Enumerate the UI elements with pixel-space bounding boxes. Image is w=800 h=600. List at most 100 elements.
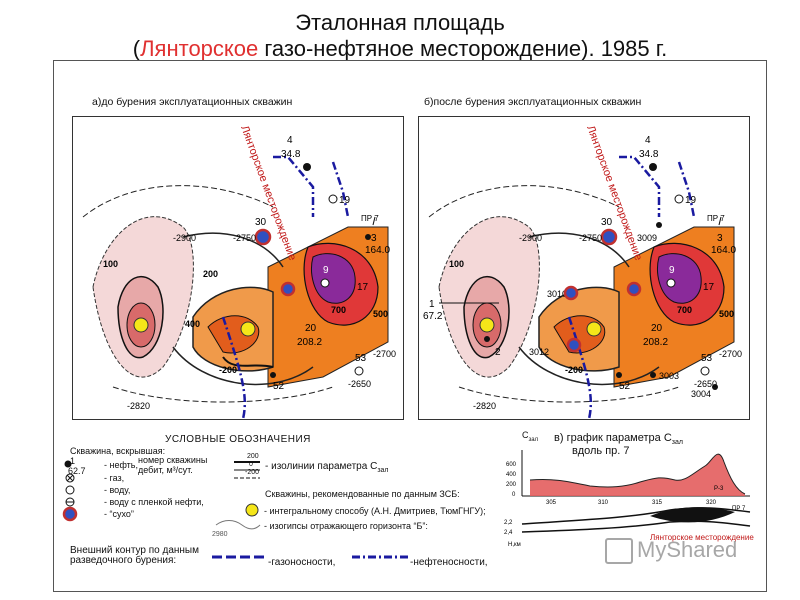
map-b-title: б)после бурения эксплуатационных скважин [424, 96, 642, 108]
legend-gas: - газ, [104, 473, 125, 483]
svg-text:53: 53 [355, 353, 367, 364]
legend-water-film: - воду с пленкой нефти, [104, 497, 204, 507]
svg-text:3003: 3003 [659, 371, 679, 381]
legend-isolines: - изолинии параметра Сзал [265, 461, 389, 475]
recommended-well [133, 317, 149, 333]
contour-label: -2900 [519, 233, 542, 243]
contour-label: -2750 [233, 233, 256, 243]
legend-isoline-samples [234, 461, 260, 479]
legend-gas-line [212, 555, 268, 559]
well-9: 9 [320, 265, 330, 288]
recommended-well [586, 321, 602, 337]
legend-integral: - интегральному способу (А.Н. Дмитриев, … [264, 506, 486, 516]
contour-label: -200 [219, 365, 237, 375]
legend-oil-line [352, 555, 408, 559]
contour-label: -2700 [719, 349, 742, 359]
well-1: 1 67.2 [423, 299, 499, 322]
well-4: 4 34.8 [281, 135, 311, 171]
legend-iso-0: 0 [249, 461, 253, 468]
svg-text:3: 3 [371, 233, 377, 244]
well-30: 30 [254, 217, 272, 246]
svg-text:20: 20 [305, 323, 317, 334]
legend-wells-header: Скважина, вскрывшая: [70, 446, 166, 456]
graph-y-label: Сзал [522, 430, 539, 443]
presentation-icon [605, 538, 633, 565]
well-2: 2 [484, 336, 501, 358]
svg-text:52: 52 [273, 381, 285, 392]
svg-text:9: 9 [669, 265, 675, 276]
svg-text:34.8: 34.8 [281, 149, 301, 160]
svg-text:3: 3 [717, 233, 723, 244]
dry-well [280, 281, 296, 297]
graph-well-label: Р-3 [714, 486, 724, 492]
contour-label: -2820 [473, 401, 496, 411]
svg-text:20: 20 [651, 323, 663, 334]
well-19: 19 [328, 194, 351, 206]
graph-y-tick: 400 [506, 472, 517, 478]
svg-text:3004: 3004 [691, 389, 711, 399]
contour-label: 200 [203, 269, 218, 279]
legend-isohypse-value: 2980 [212, 531, 228, 538]
svg-text:34.8: 34.8 [639, 149, 659, 160]
legend-oil-bearing: -нефтеносности, [410, 557, 488, 568]
svg-text:208.2: 208.2 [297, 337, 322, 348]
contour-label: 700 [331, 305, 346, 315]
watermark: MyShared [605, 537, 737, 565]
svg-text:30: 30 [255, 217, 267, 228]
contour-label: 500 [373, 309, 388, 319]
graph-line [529, 453, 746, 495]
map-b: Лянторское месторождение ПР 7 4 34.8 19 … [418, 116, 750, 420]
well-17: 17 [357, 282, 369, 293]
graph-y-tick: 0 [512, 492, 516, 498]
graph-area [530, 454, 745, 496]
graph-y-tick: 600 [506, 462, 517, 468]
svg-text:9: 9 [323, 265, 329, 276]
well-4: 4 34.8 [639, 135, 659, 171]
well-3010: 3010 [547, 285, 579, 301]
graph-depth-tick: 2,2 [504, 520, 513, 526]
contour-label: -2820 [127, 401, 150, 411]
graph-x-tick: 305 [546, 500, 557, 506]
svg-text:1: 1 [429, 299, 435, 310]
legend-recommended: Скважины, рекомендованные по данным ЗСБ: [265, 489, 460, 499]
dry-well [626, 281, 642, 297]
well-3: 3 164.0 [711, 233, 736, 256]
contour-label: 100 [449, 259, 464, 269]
map-a: Лянторское месторождение ПР 7 4 34.8 19 … [72, 116, 404, 420]
legend-iso-m200: -200 [245, 469, 260, 476]
contour-label: 400 [185, 319, 200, 329]
contour-label: 500 [719, 309, 734, 319]
svg-text:164.0: 164.0 [711, 245, 736, 256]
svg-text:2: 2 [495, 347, 501, 358]
graph-depth-tick: 2,4 [504, 530, 513, 536]
well-53: 53 [700, 353, 713, 376]
svg-text:30: 30 [601, 217, 613, 228]
svg-text:17: 17 [703, 282, 715, 293]
contour-label: -2700 [373, 349, 396, 359]
svg-text:53: 53 [701, 353, 713, 364]
svg-text:52: 52 [619, 381, 631, 392]
svg-text:19: 19 [339, 195, 351, 206]
legend-outer-contour: Внешний контур по данным разведочного бу… [70, 545, 199, 566]
legend-gas-bearing: -газоносности, [268, 557, 336, 568]
legend-water: - воду, [104, 485, 131, 495]
graph-depth-label: Н,км [508, 542, 521, 548]
svg-text:3010: 3010 [547, 289, 567, 299]
legend-oil-num: 1 [70, 456, 76, 466]
svg-text:3009: 3009 [637, 233, 657, 243]
well-52: 52 [616, 372, 631, 392]
svg-text:208.2: 208.2 [643, 337, 668, 348]
legend-oil-debit: 62.7 [68, 466, 86, 476]
well-20: 20 208.2 [297, 323, 322, 348]
legend-yellow-circle [245, 503, 259, 517]
graph-title-line2: вдоль пр. 7 [572, 445, 630, 457]
graph-profile: ПР 7 [732, 506, 746, 512]
map-a-profile-label: ПР 7 [361, 214, 379, 223]
legend-well-number-note: номер скважины [138, 455, 208, 465]
svg-text:3012: 3012 [529, 347, 549, 357]
map-b-profile-label: ПР 7 [707, 214, 725, 223]
legend-symbols [62, 460, 78, 522]
graph-svg: 600 400 200 0 305 310 315 320 ПР 7 Р-3 2… [504, 450, 754, 548]
legend-debit-note: дебит, м³/сут. [138, 465, 193, 475]
well-3003: 3003 [650, 371, 679, 381]
